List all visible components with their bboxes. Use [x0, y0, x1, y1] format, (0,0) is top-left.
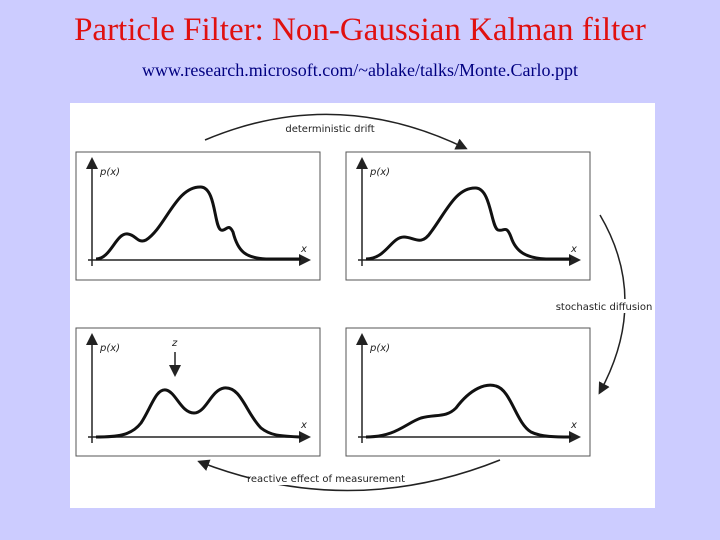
panel: p(x) x [345, 151, 591, 281]
panel-frame [75, 327, 321, 457]
x-axis-label: x [300, 420, 307, 431]
x-axis-label: x [570, 244, 577, 255]
label-bg [555, 299, 653, 313]
transition-label: reactive effect of measurement [247, 474, 405, 485]
density-curve [365, 186, 571, 261]
transition-label: deterministic drift [285, 124, 374, 135]
label-bg [250, 471, 402, 485]
slide-subtitle: www.research.microsoft.com/~ablake/talks… [142, 60, 578, 80]
panel: p(x) x [345, 327, 591, 457]
drift-arrow [204, 113, 468, 150]
transition-label: stochastic diffusion [556, 302, 653, 313]
y-axis-label: p(x) [99, 343, 120, 354]
y-axis-label: p(x) [369, 343, 390, 354]
y-axis-label: p(x) [369, 167, 390, 178]
slide-title: Particle Filter: Non-Gaussian Kalman fil… [74, 12, 646, 48]
panel: p(x) x [75, 151, 321, 281]
panel-frame [75, 151, 321, 281]
x-axis-label: x [570, 420, 577, 431]
density-curve [95, 185, 301, 261]
panel-frame [345, 151, 591, 281]
x-axis-label: x [300, 244, 307, 255]
y-axis-label: p(x) [99, 167, 120, 178]
density-curve [95, 386, 302, 439]
measurement-arrow [197, 459, 501, 492]
panel: p(x) x z [75, 327, 321, 457]
measurement-label: z [171, 338, 178, 349]
panel-frame [345, 327, 591, 457]
density-curve [365, 383, 572, 439]
label-bg [280, 121, 380, 135]
